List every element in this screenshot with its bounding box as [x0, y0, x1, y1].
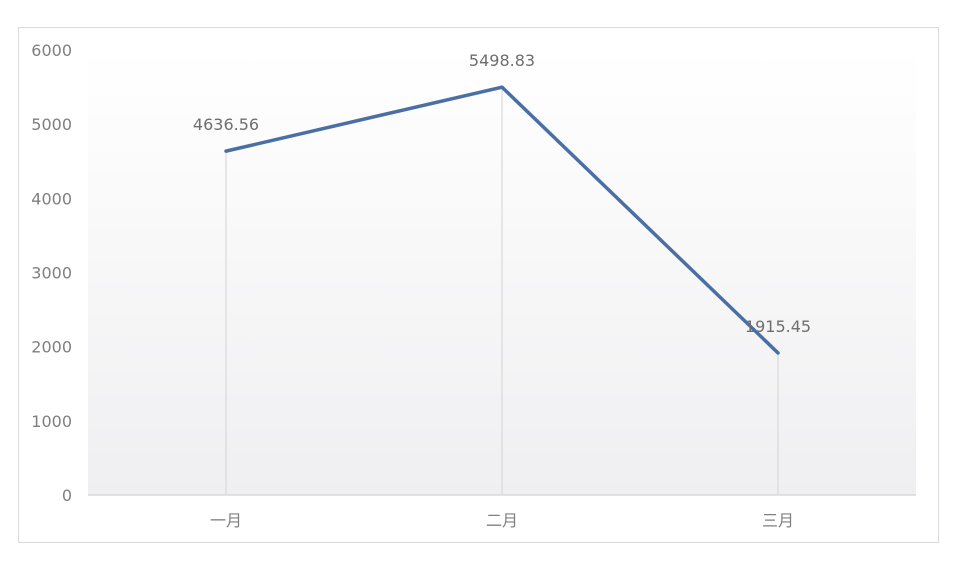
data-label: 4636.56 — [193, 115, 259, 134]
x-tick-label: 二月 — [486, 511, 518, 530]
data-label: 5498.83 — [469, 51, 535, 70]
series-line — [224, 85, 780, 355]
y-tick-label: 2000 — [31, 338, 72, 357]
y-tick-label: 4000 — [31, 189, 72, 208]
y-tick-label: 3000 — [31, 264, 72, 283]
y-tick-label: 1000 — [31, 412, 72, 431]
y-tick-label: 0 — [62, 486, 72, 505]
y-tick-label: 6000 — [31, 41, 72, 60]
x-tick-label: 一月 — [210, 511, 242, 530]
data-label: 1915.45 — [745, 317, 811, 336]
x-tick-label: 三月 — [762, 511, 794, 530]
y-tick-label: 5000 — [31, 115, 72, 134]
